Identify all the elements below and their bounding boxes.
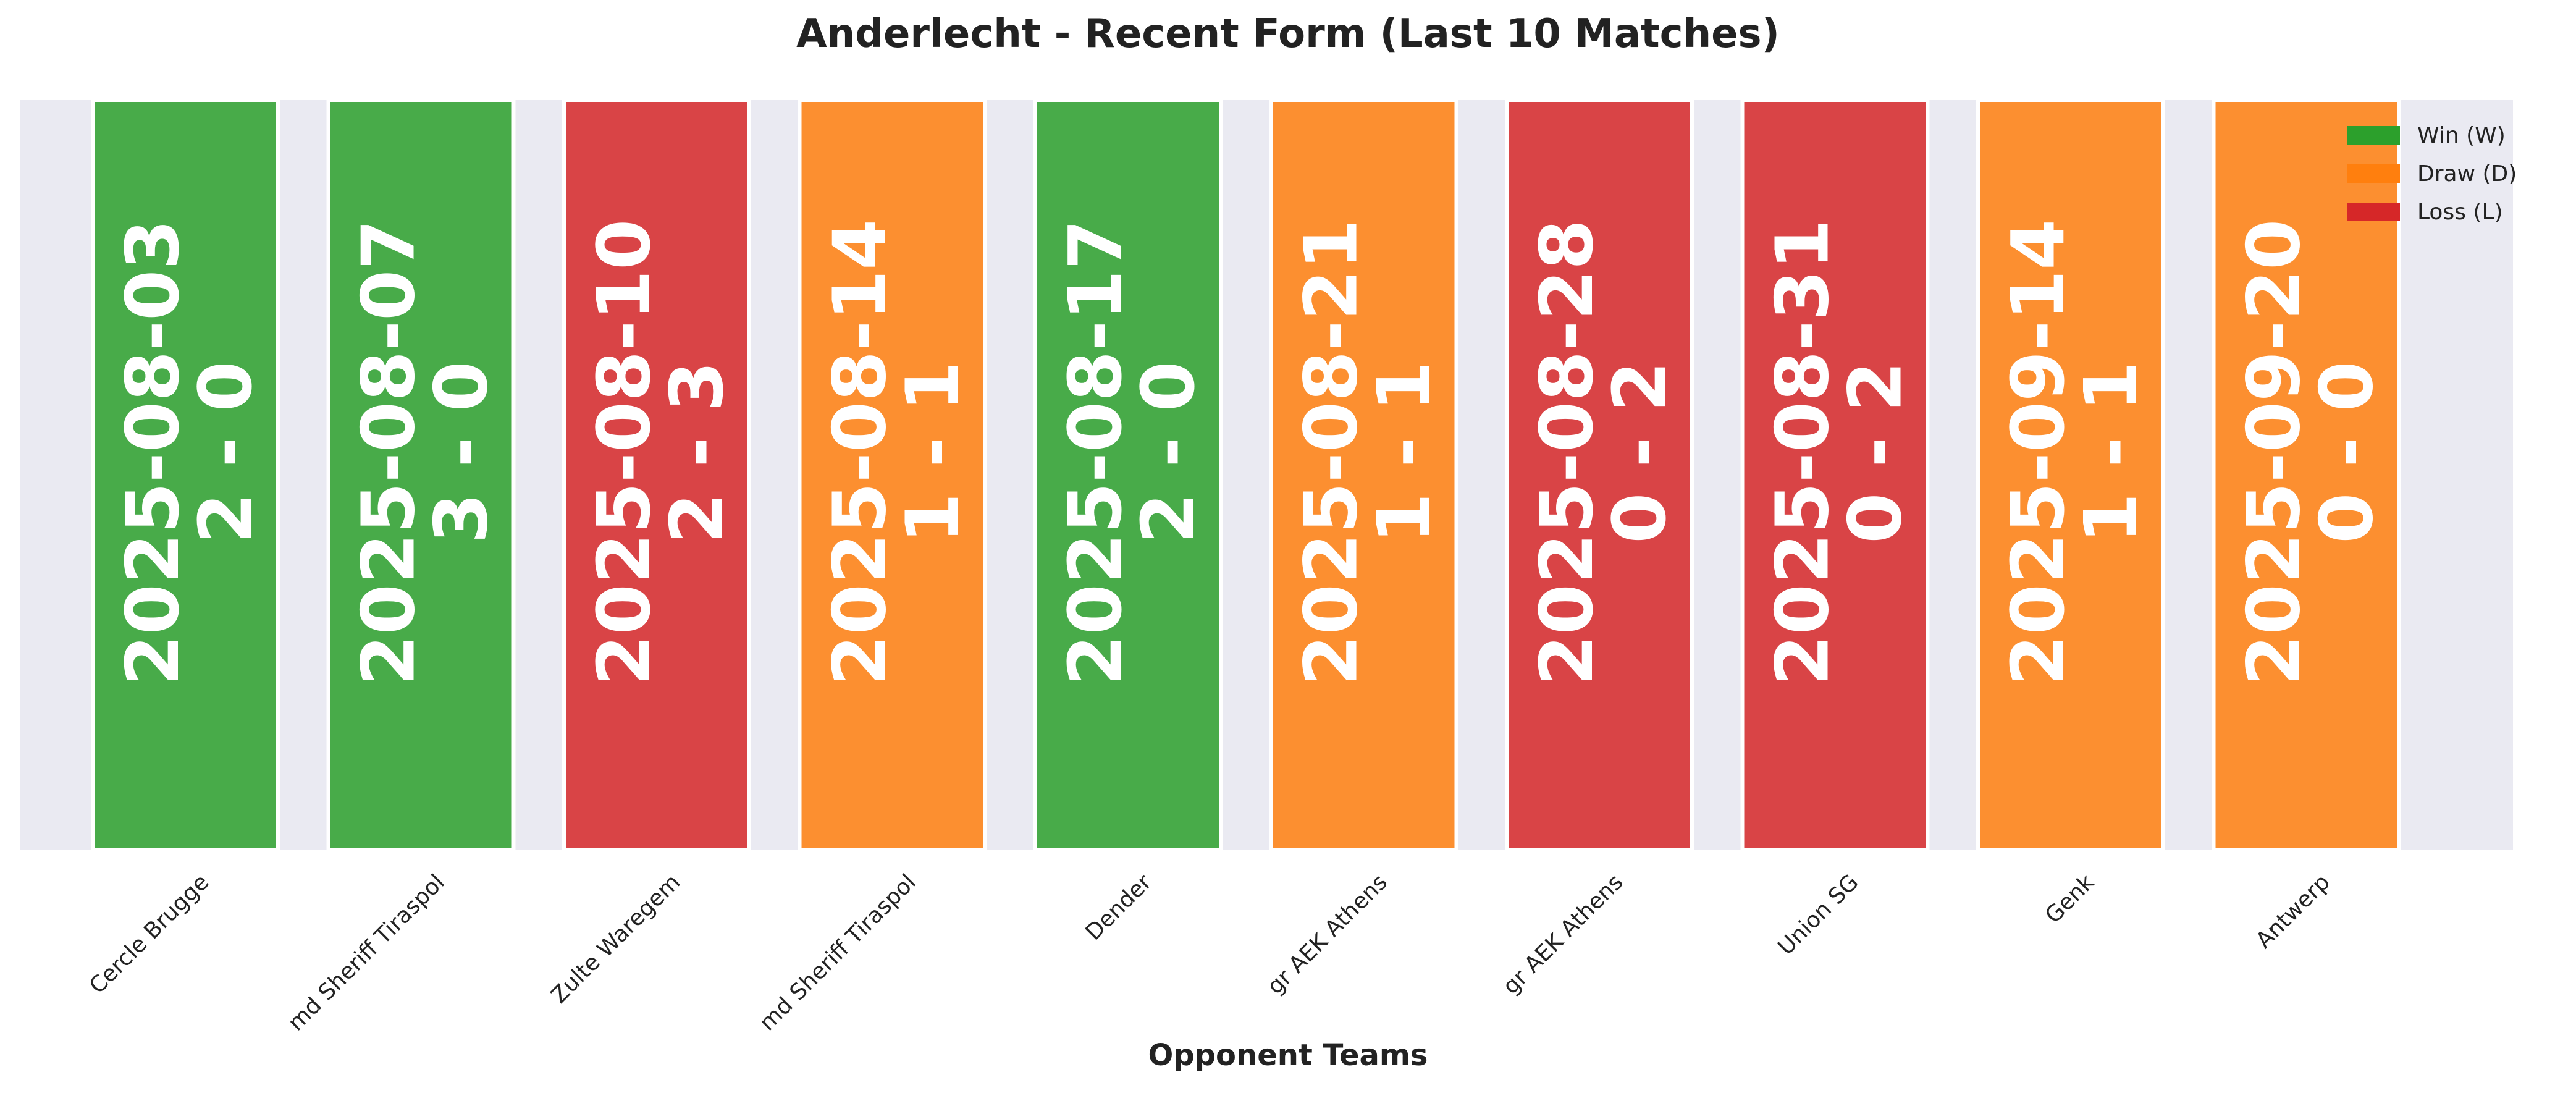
x-tick-label-4: md Sheriff Tiraspol bbox=[755, 869, 921, 1036]
legend-swatch-win bbox=[2347, 126, 2400, 145]
bar-2 bbox=[326, 98, 516, 851]
bar-label-4: 2025-08-141 - 1 bbox=[817, 219, 975, 686]
legend-item-loss: Loss (L) bbox=[2347, 193, 2545, 231]
bar-date-3: 2025-08-10 bbox=[581, 219, 667, 686]
bar-5 bbox=[1033, 98, 1223, 851]
bar-date-10: 2025-09-20 bbox=[2231, 219, 2317, 686]
bar-score-6: 1 - 1 bbox=[1362, 361, 1447, 543]
bar-score-10: 0 - 0 bbox=[2304, 361, 2389, 543]
legend: Win (W) Draw (D) Loss (L) bbox=[2347, 116, 2545, 231]
bar-label-8: 2025-08-310 - 2 bbox=[1760, 219, 1918, 686]
legend-label-loss: Loss (L) bbox=[2417, 199, 2503, 225]
bar-date-6: 2025-08-21 bbox=[1289, 219, 1374, 686]
bar-8 bbox=[1740, 98, 1930, 851]
bar-4 bbox=[798, 98, 987, 851]
bar-label-10: 2025-09-200 - 0 bbox=[2231, 219, 2389, 686]
bar-score-7: 0 - 2 bbox=[1597, 361, 1682, 543]
bar-date-9: 2025-09-14 bbox=[1995, 219, 2081, 686]
x-tick-label-1: Cercle Brugge bbox=[85, 869, 214, 998]
bar-date-1: 2025-08-03 bbox=[110, 219, 195, 686]
bar-score-2: 3 - 0 bbox=[419, 361, 504, 543]
legend-label-win: Win (W) bbox=[2417, 122, 2506, 148]
bar-1 bbox=[91, 98, 280, 851]
bar-7 bbox=[1505, 98, 1694, 851]
bar-3 bbox=[562, 98, 751, 851]
bar-label-3: 2025-08-102 - 3 bbox=[581, 219, 739, 686]
bar-date-2: 2025-08-07 bbox=[346, 219, 431, 686]
bar-score-5: 2 - 0 bbox=[1126, 361, 1211, 543]
bar-score-9: 1 - 1 bbox=[2068, 361, 2153, 543]
legend-label-draw: Draw (D) bbox=[2417, 161, 2517, 187]
bar-date-4: 2025-08-14 bbox=[817, 219, 903, 686]
x-tick-label-7: gr AEK Athens bbox=[1498, 869, 1628, 999]
x-tick-label-9: Genk bbox=[2040, 869, 2099, 928]
x-tick-label-10: Antwerp bbox=[2251, 869, 2335, 953]
bar-date-7: 2025-08-28 bbox=[1524, 219, 1609, 686]
bar-label-2: 2025-08-073 - 0 bbox=[346, 219, 504, 686]
bar-10 bbox=[2212, 98, 2401, 851]
bar-score-3: 2 - 3 bbox=[654, 361, 739, 543]
chart-title: Anderlecht - Recent Form (Last 10 Matche… bbox=[796, 11, 1780, 57]
bar-label-7: 2025-08-280 - 2 bbox=[1524, 219, 1682, 686]
bar-score-4: 1 - 1 bbox=[890, 361, 975, 543]
bar-score-8: 0 - 2 bbox=[1833, 361, 1918, 543]
legend-swatch-loss bbox=[2347, 203, 2400, 221]
bar-label-1: 2025-08-032 - 0 bbox=[110, 219, 268, 686]
x-tick-label-5: Dender bbox=[1081, 869, 1157, 945]
bar-6 bbox=[1269, 98, 1458, 851]
bar-date-8: 2025-08-31 bbox=[1760, 219, 1845, 686]
x-tick-label-6: gr AEK Athens bbox=[1263, 869, 1392, 999]
bar-9 bbox=[1976, 98, 2165, 851]
legend-item-draw: Draw (D) bbox=[2347, 154, 2545, 193]
bar-label-6: 2025-08-211 - 1 bbox=[1289, 219, 1447, 686]
legend-item-win: Win (W) bbox=[2347, 116, 2545, 154]
bar-label-9: 2025-09-141 - 1 bbox=[1995, 219, 2153, 686]
legend-swatch-draw bbox=[2347, 164, 2400, 183]
bar-date-5: 2025-08-17 bbox=[1053, 219, 1138, 686]
x-tick-label-3: Zulte Waregem bbox=[547, 869, 686, 1008]
x-axis-label: Opponent Teams bbox=[1148, 1038, 1428, 1073]
x-tick-label-8: Union SG bbox=[1773, 869, 1864, 960]
bar-score-1: 2 - 0 bbox=[183, 361, 268, 543]
x-tick-label-2: md Sheriff Tiraspol bbox=[284, 869, 450, 1036]
bar-label-5: 2025-08-172 - 0 bbox=[1053, 219, 1211, 686]
